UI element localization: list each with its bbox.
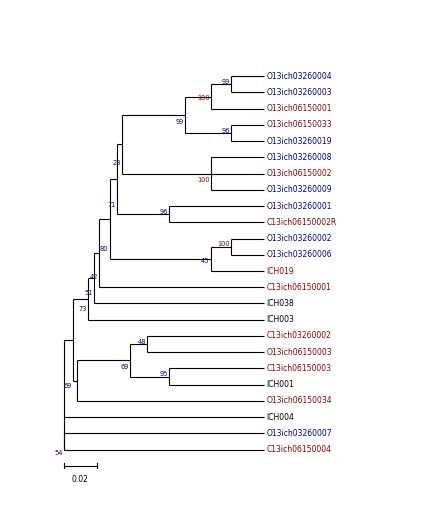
Text: 54: 54	[54, 450, 63, 456]
Text: O13ich03260002: O13ich03260002	[267, 234, 332, 243]
Text: O13ich06150001: O13ich06150001	[267, 104, 332, 113]
Text: O13ich03260008: O13ich03260008	[267, 153, 332, 162]
Text: O13ich06150033: O13ich06150033	[267, 121, 332, 130]
Text: O13ich03260009: O13ich03260009	[267, 186, 332, 194]
Text: 69: 69	[64, 384, 72, 389]
Text: O13ich03260001: O13ich03260001	[267, 202, 332, 211]
Text: 96: 96	[221, 128, 229, 134]
Text: O13ich03260019: O13ich03260019	[267, 136, 332, 145]
Text: O13ich03260006: O13ich03260006	[267, 250, 332, 259]
Text: 100: 100	[197, 177, 210, 182]
Text: 45: 45	[201, 258, 210, 264]
Text: O13ich03260004: O13ich03260004	[267, 72, 332, 81]
Text: 99: 99	[175, 119, 183, 125]
Text: 51: 51	[84, 290, 92, 296]
Text: C13ich06150003: C13ich06150003	[267, 364, 332, 373]
Text: C13ich06150001: C13ich06150001	[267, 283, 331, 292]
Text: 73: 73	[79, 306, 87, 313]
Text: C13ich03260002: C13ich03260002	[267, 331, 331, 340]
Text: ICH004: ICH004	[267, 413, 294, 422]
Text: ICH019: ICH019	[267, 267, 294, 276]
Text: O13ich06150034: O13ich06150034	[267, 396, 332, 405]
Text: 42: 42	[90, 274, 98, 280]
Text: 100: 100	[197, 95, 210, 101]
Text: O13ich03260003: O13ich03260003	[267, 88, 332, 97]
Text: ICH038: ICH038	[267, 299, 294, 308]
Text: 95: 95	[160, 372, 168, 377]
Text: ICH001: ICH001	[267, 380, 294, 389]
Text: ICH003: ICH003	[267, 315, 294, 324]
Text: 0.02: 0.02	[72, 475, 89, 484]
Text: C13ich06150002R: C13ich06150002R	[267, 218, 337, 227]
Text: 69: 69	[121, 364, 130, 370]
Text: 23: 23	[113, 160, 121, 167]
Text: 100: 100	[217, 241, 229, 248]
Text: O13ich06150003: O13ich06150003	[267, 348, 332, 357]
Text: 71: 71	[107, 202, 116, 208]
Text: 99: 99	[221, 79, 229, 85]
Text: 80: 80	[100, 246, 108, 251]
Text: C13ich06150004: C13ich06150004	[267, 445, 332, 454]
Text: O13ich06150002: O13ich06150002	[267, 169, 332, 178]
Text: 48: 48	[137, 339, 146, 345]
Text: O13ich03260007: O13ich03260007	[267, 429, 332, 438]
Text: 96: 96	[160, 209, 168, 215]
